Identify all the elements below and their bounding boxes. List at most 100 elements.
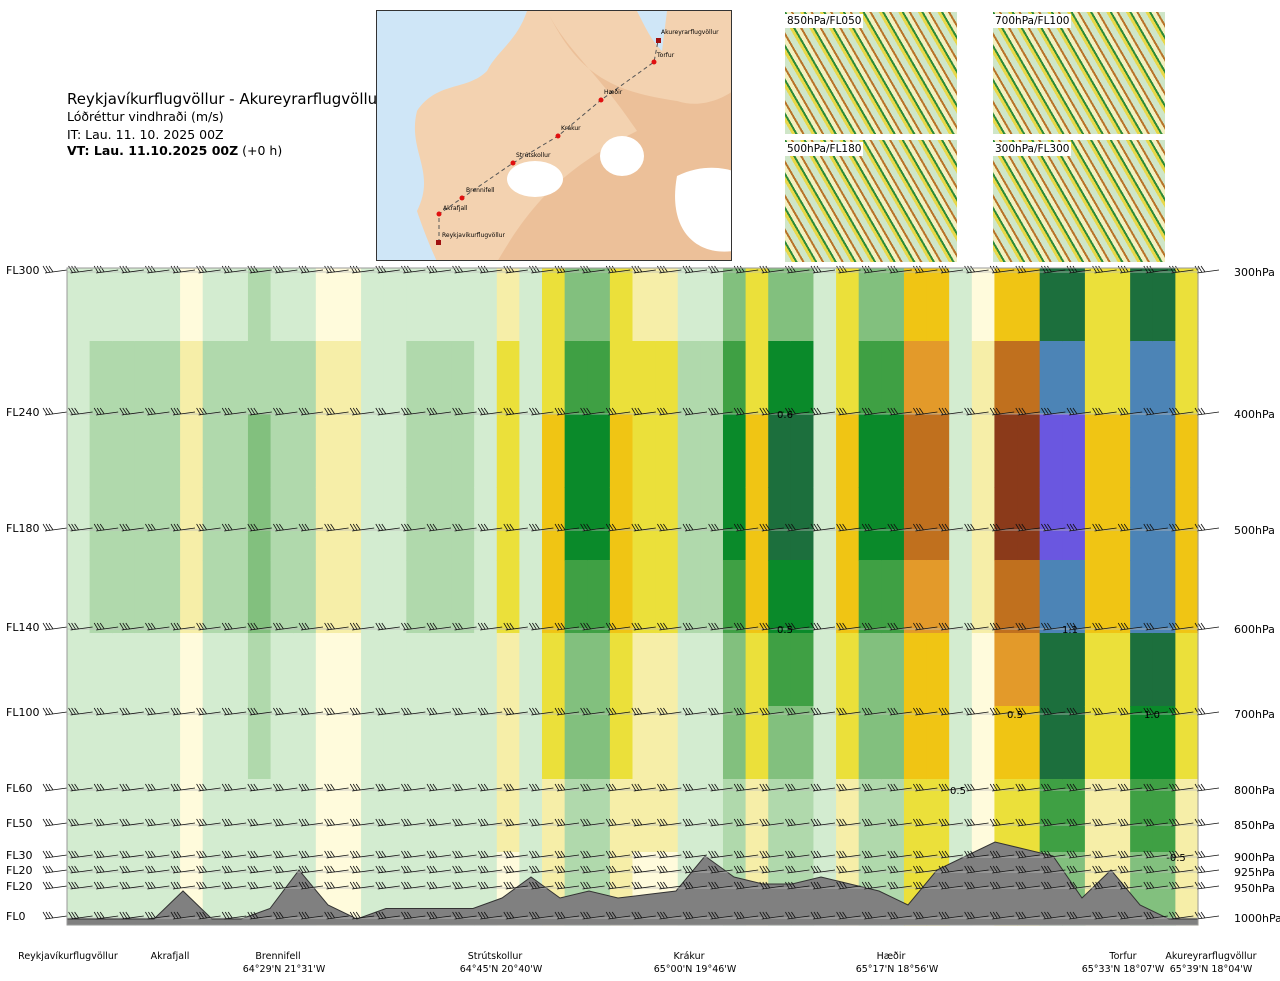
thumbnail-500hpa[interactable]: 500hPa/FL180 xyxy=(785,140,957,262)
station-coordinates: 64°29'N 21°31'W xyxy=(242,964,326,975)
wind-barb xyxy=(733,865,759,874)
vertical-velocity-cell xyxy=(881,487,905,561)
vertical-velocity-cell xyxy=(89,779,113,853)
wind-barb xyxy=(708,622,733,631)
wind-barb xyxy=(42,850,68,859)
vertical-velocity-cell xyxy=(428,487,453,561)
wind-barb xyxy=(529,622,554,631)
vertical-velocity-cell xyxy=(89,268,113,342)
wind-barb xyxy=(503,850,528,859)
wind-barb xyxy=(247,911,272,920)
vertical-velocity-cell xyxy=(677,560,701,634)
wind-barb xyxy=(989,622,1015,631)
vertical-velocity-cell xyxy=(474,268,498,342)
vertical-velocity-cell xyxy=(1039,779,1063,853)
vertical-velocity-cell xyxy=(926,706,950,780)
vertical-velocity-cell xyxy=(496,268,520,342)
wind-barb xyxy=(1117,265,1143,274)
vertical-velocity-cell xyxy=(813,268,837,342)
wind-barb xyxy=(1194,783,1220,792)
wind-barb xyxy=(298,865,324,874)
station-coordinates: 65°33'N 18°07'W xyxy=(1081,964,1165,975)
wind-barb xyxy=(247,881,272,890)
wind-barb xyxy=(1041,407,1066,416)
wind-barb xyxy=(1066,911,1092,920)
wind-barb xyxy=(631,707,656,716)
wind-barb xyxy=(887,783,912,792)
vertical-velocity-cell xyxy=(89,414,113,488)
wind-barb xyxy=(349,265,375,274)
wind-barb xyxy=(1015,818,1040,827)
wind-barb xyxy=(887,622,912,631)
wind-barb xyxy=(1092,622,1117,631)
vertical-velocity-cell xyxy=(745,268,769,342)
wind-barb xyxy=(1143,622,1168,631)
vertical-velocity-cell xyxy=(180,633,204,707)
wind-barb xyxy=(1015,265,1040,274)
vertical-velocity-cell xyxy=(247,414,272,488)
wind-barb xyxy=(119,881,144,890)
pressure-level-label: 700hPa xyxy=(1234,708,1275,721)
contour-label: 0.5 xyxy=(950,786,966,797)
thumbnail-700hpa[interactable]: 700hPa/FL100 xyxy=(993,12,1165,134)
vertical-velocity-cell xyxy=(67,268,91,342)
thumbnail-field xyxy=(785,140,957,262)
vertical-velocity-cell xyxy=(881,341,905,415)
vertical-velocity-cell xyxy=(112,633,136,707)
vertical-velocity-cell xyxy=(451,268,475,342)
vertical-velocity-cell xyxy=(225,779,249,853)
wind-barb xyxy=(1143,911,1168,920)
wind-barb xyxy=(554,911,580,920)
vertical-velocity-cell xyxy=(994,779,1018,853)
vertical-velocity-cell xyxy=(632,779,656,853)
vertical-velocity-cell xyxy=(677,414,701,488)
vertical-velocity-cell xyxy=(247,633,272,707)
vertical-velocity-cell xyxy=(270,414,294,488)
wind-barb xyxy=(196,265,221,274)
thumbnail-label: 700hPa/FL100 xyxy=(993,14,1072,28)
flight-level-label: FL100 xyxy=(6,706,40,719)
vertical-velocity-cell xyxy=(745,633,769,707)
wind-barb xyxy=(401,881,426,890)
wind-barb xyxy=(785,865,810,874)
vertical-velocity-cell xyxy=(700,341,724,415)
wind-barb xyxy=(247,407,272,416)
vertical-velocity-cell xyxy=(180,706,204,780)
wind-barb xyxy=(452,783,477,792)
wind-barb xyxy=(989,881,1015,890)
wind-barb xyxy=(503,407,528,416)
wind-barb xyxy=(1015,622,1040,631)
vertical-velocity-cell xyxy=(1062,268,1086,342)
wind-barb xyxy=(298,818,324,827)
vertical-velocity-cell xyxy=(745,487,769,561)
wind-barb xyxy=(657,265,682,274)
wind-barb xyxy=(221,818,247,827)
wind-barb xyxy=(682,407,708,416)
wind-barb xyxy=(964,783,989,792)
wind-barb xyxy=(503,707,528,716)
wind-barb xyxy=(708,523,733,532)
wind-barb xyxy=(657,707,682,716)
vertical-velocity-cell xyxy=(587,779,611,853)
vertical-velocity-cell xyxy=(406,560,430,634)
wind-barb xyxy=(733,707,759,716)
thumbnail-850hpa[interactable]: 850hPa/FL050 xyxy=(785,12,957,134)
wind-barb xyxy=(964,523,989,532)
vertical-velocity-cell xyxy=(451,341,475,415)
vertical-velocity-cell xyxy=(926,633,950,707)
wind-barb xyxy=(324,783,349,792)
vertical-velocity-cell xyxy=(858,706,882,780)
wind-barb xyxy=(836,881,861,890)
vertical-velocity-cell xyxy=(858,487,882,561)
wind-barb xyxy=(145,707,170,716)
vertical-velocity-cell xyxy=(745,706,769,780)
wind-barb xyxy=(349,881,375,890)
vertical-velocity-cell xyxy=(722,268,747,342)
wind-barb xyxy=(452,818,477,827)
wind-barb xyxy=(247,850,272,859)
wind-barb xyxy=(221,881,247,890)
flight-level-label: FL20 xyxy=(6,864,33,877)
wind-barb xyxy=(503,523,528,532)
vertical-velocity-cell xyxy=(315,268,340,342)
thumbnail-300hpa[interactable]: 300hPa/FL300 xyxy=(993,140,1165,262)
